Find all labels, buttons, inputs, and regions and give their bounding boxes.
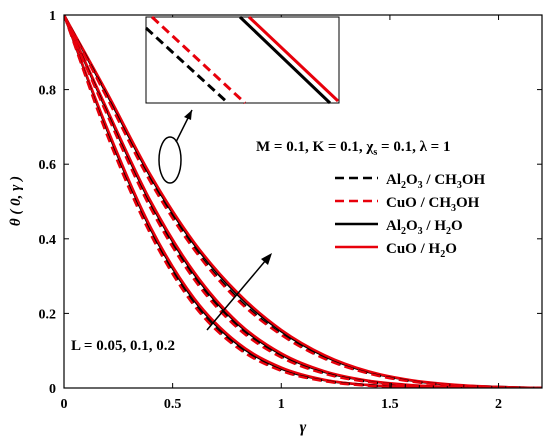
y-tick-label: 1 bbox=[49, 9, 56, 24]
x-tick-label: 1.5 bbox=[381, 397, 399, 412]
zoom-ellipse bbox=[158, 136, 182, 184]
x-tick-label: 0 bbox=[61, 397, 68, 412]
series-line bbox=[64, 15, 542, 388]
x-axis-label: γ bbox=[300, 419, 307, 436]
y-tick-label: 0 bbox=[49, 382, 56, 397]
y-tick-label: 0.6 bbox=[39, 158, 57, 173]
legend-label: CuO / H2O bbox=[386, 241, 457, 260]
x-tick-label: 1 bbox=[278, 397, 285, 412]
series-line bbox=[64, 15, 542, 388]
zoom-arrowhead bbox=[184, 110, 192, 120]
y-tick-label: 0.8 bbox=[39, 84, 57, 99]
l-annotation: L = 0.05, 0.1, 0.2 bbox=[71, 338, 175, 354]
x-tick-label: 0.5 bbox=[164, 397, 182, 412]
inset-box bbox=[145, 16, 340, 104]
series-layer bbox=[64, 15, 542, 388]
inset-curves bbox=[144, 15, 340, 105]
l-direction-arrow bbox=[206, 259, 267, 331]
inset-line-al2o3-h2o bbox=[238, 15, 332, 105]
inset-line-al2o3-ch3oh bbox=[144, 26, 230, 105]
legend: Al2O3 / CH3OH CuO / CH3OH Al2O3 / H2O CuO /… bbox=[335, 172, 486, 260]
y-axis-label: θ ( 0, γ ) bbox=[8, 176, 24, 226]
l-direction-arrowhead bbox=[261, 253, 272, 265]
inset-line-cuo-ch3oh bbox=[150, 15, 247, 105]
series-line bbox=[64, 15, 542, 388]
y-tick-label: 0.4 bbox=[39, 233, 57, 248]
legend-label: CuO / CH3OH bbox=[386, 195, 480, 214]
plot-frame bbox=[63, 14, 543, 389]
x-tick-label: 2 bbox=[495, 397, 502, 412]
y-tick-label: 0.2 bbox=[39, 307, 57, 322]
parameters-text: M = 0.1, K = 0.1, χs = 0.1, λ = 1 bbox=[256, 139, 450, 158]
legend-label: Al2O3 / H2O bbox=[386, 218, 463, 237]
inset-line-cuo-h2o bbox=[247, 15, 340, 103]
legend-label: Al2O3 / CH3OH bbox=[386, 172, 486, 191]
tick-layer: 0 0.5 1 1.5 2 0 0.2 0.4 0.6 0.8 1 bbox=[39, 9, 542, 412]
